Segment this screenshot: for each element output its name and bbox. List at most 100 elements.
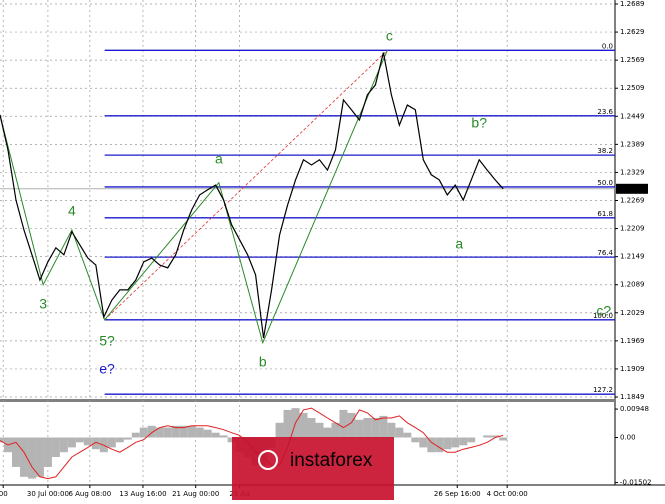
fib-label: 38.2 bbox=[597, 147, 613, 155]
y-tick-label: 1.2569 bbox=[620, 56, 645, 64]
macd-bar bbox=[107, 437, 116, 448]
macd-bar bbox=[195, 427, 204, 438]
macd-bar bbox=[435, 437, 444, 453]
y-tick-label: 1.2509 bbox=[620, 84, 645, 92]
macd-bar bbox=[123, 437, 132, 440]
macd-bar bbox=[395, 427, 404, 438]
wave-label: a bbox=[215, 150, 223, 166]
macd-bar bbox=[347, 412, 356, 438]
macd-bar bbox=[331, 422, 340, 438]
macd-bar bbox=[315, 422, 324, 438]
fib-label: 76.4 bbox=[597, 249, 613, 257]
macd-bar bbox=[11, 437, 20, 467]
macd-bar bbox=[203, 429, 212, 438]
price-line bbox=[0, 52, 504, 339]
wave-label: 5? bbox=[99, 332, 115, 348]
x-tick-label: 6 Aug 08:00 bbox=[68, 490, 111, 498]
macd-bar bbox=[0, 437, 4, 443]
macd-bar bbox=[131, 432, 140, 438]
y-tick-label: 1.2089 bbox=[620, 281, 645, 289]
fib-label: 0.0 bbox=[602, 42, 613, 50]
macd-bar bbox=[491, 435, 500, 438]
x-tick-label: 30 Jul 00:00 bbox=[27, 490, 69, 498]
x-tick-label: 4 Oct 00:00 bbox=[487, 490, 528, 498]
macd-bar bbox=[299, 412, 308, 438]
y-tick-label: 1.2629 bbox=[620, 28, 645, 36]
fib-label: 127.2 bbox=[593, 386, 613, 394]
current-price-box bbox=[616, 183, 648, 194]
macd-bar bbox=[51, 437, 60, 457]
y-tick-label: 1.2269 bbox=[620, 197, 645, 205]
logo-badge bbox=[232, 437, 394, 500]
macd-bar bbox=[379, 415, 388, 438]
y-tick-label: 0.00 bbox=[620, 434, 636, 442]
macd-bar bbox=[43, 437, 52, 467]
macd-bar bbox=[115, 437, 124, 443]
fib-label: 61.8 bbox=[597, 210, 613, 218]
macd-bar bbox=[227, 437, 236, 443]
macd-bar bbox=[155, 427, 164, 438]
y-tick-label: -0.01502 bbox=[620, 479, 651, 487]
macd-bar bbox=[139, 427, 148, 438]
macd-bar bbox=[19, 437, 28, 477]
y-tick-label: 1.2329 bbox=[620, 168, 645, 176]
macd-bar bbox=[459, 437, 468, 446]
macd-bar bbox=[83, 437, 92, 446]
wave-path bbox=[0, 50, 388, 345]
macd-bar bbox=[283, 409, 292, 438]
macd-bar bbox=[467, 437, 476, 443]
x-tick-label: 26 Sep 16:00 bbox=[434, 490, 481, 498]
x-tick-label: 00 bbox=[0, 490, 8, 498]
y-tick-label: 1.2029 bbox=[620, 309, 645, 317]
macd-bar bbox=[355, 419, 364, 438]
macd-bar bbox=[171, 425, 180, 438]
y-tick-label: 1.1849 bbox=[620, 393, 645, 401]
wave-label: b? bbox=[471, 114, 487, 130]
logo-text: instaforex bbox=[290, 450, 373, 471]
y-tick-label: 1.2689 bbox=[620, 0, 645, 8]
macd-bar bbox=[27, 437, 36, 479]
y-tick-label: 0.00948 bbox=[620, 405, 649, 413]
macd-bar bbox=[363, 418, 372, 438]
macd-bar bbox=[323, 427, 332, 438]
y-tick-label: 1.1909 bbox=[620, 365, 645, 373]
macd-bar bbox=[443, 437, 452, 450]
wave-label: c bbox=[386, 27, 393, 43]
macd-bar bbox=[339, 409, 348, 438]
macd-bar bbox=[147, 425, 156, 438]
y-tick-label: 1.2209 bbox=[620, 225, 645, 233]
macd-bar bbox=[307, 418, 316, 438]
wave-label: e? bbox=[99, 361, 115, 377]
macd-bar bbox=[67, 437, 76, 448]
macd-bar bbox=[403, 432, 412, 438]
macd-bar bbox=[35, 437, 44, 477]
fib-label: 23.6 bbox=[597, 108, 613, 116]
macd-bar bbox=[219, 435, 228, 438]
x-tick-label: 13 Aug 16:00 bbox=[119, 490, 166, 498]
macd-bar bbox=[179, 425, 188, 438]
macd-bar bbox=[483, 435, 492, 438]
y-tick-label: 1.2449 bbox=[620, 112, 645, 120]
y-tick-label: 1.1969 bbox=[620, 337, 645, 345]
macd-bar bbox=[419, 437, 428, 448]
current-price-label: 1.2294 bbox=[619, 185, 644, 193]
macd-bar bbox=[371, 418, 380, 438]
y-tick-label: 1.2149 bbox=[620, 253, 645, 261]
macd-bar bbox=[211, 432, 220, 438]
y-tick-label: 1.2389 bbox=[620, 140, 645, 148]
macd-bar bbox=[451, 437, 460, 448]
trend-line bbox=[104, 50, 388, 321]
wave-label: 4 bbox=[68, 202, 76, 218]
wave-label: b bbox=[259, 354, 267, 370]
macd-bar bbox=[91, 437, 100, 450]
wave-label: a bbox=[455, 236, 463, 252]
macd-bar bbox=[387, 422, 396, 438]
macd-bar bbox=[411, 437, 420, 443]
fib-label: 50.0 bbox=[597, 179, 613, 187]
fib-label: 100.0 bbox=[593, 312, 613, 320]
macd-bar bbox=[427, 437, 436, 453]
x-tick-label: 21 Aug 00:00 bbox=[172, 490, 219, 498]
macd-bar bbox=[75, 437, 84, 443]
